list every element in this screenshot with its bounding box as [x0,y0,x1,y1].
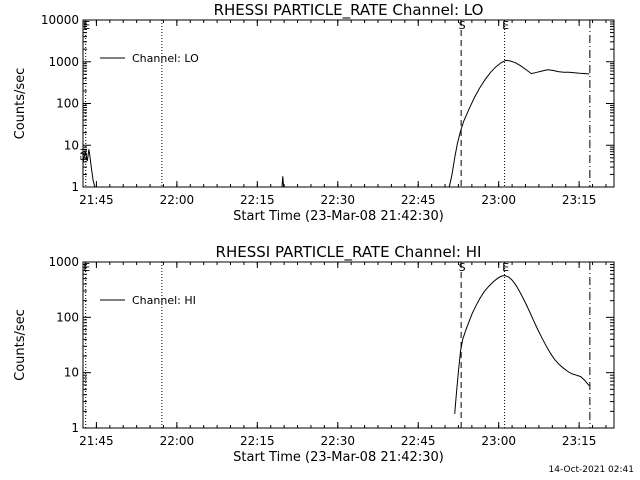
x-tick-label: 23:00 [481,193,516,207]
event-marker-label: S [459,19,466,32]
x-tick-label: 21:45 [79,434,114,448]
y-axis-label: Counts/sec [13,68,28,140]
timestamp: 14-Oct-2021 02:41 [548,465,634,475]
series-line [281,176,285,187]
x-axis-label: Start Time (23-Mar-08 21:42:30) [233,450,444,465]
x-axis-label: Start Time (23-Mar-08 21:42:30) [233,209,444,224]
y-tick-label: 1 [71,180,79,194]
y-tick-label: 1000 [48,255,79,269]
x-tick-label: 23:00 [481,434,516,448]
y-tick-label: 10 [64,366,79,380]
y-tick-label: 1000 [48,55,79,69]
plot-frame [82,261,615,429]
x-tick-label: 22:00 [160,434,195,448]
x-tick-label: 21:45 [79,193,114,207]
y-tick-label: 10 [64,138,79,152]
y-tick-label: 100 [56,310,79,324]
chart-title: RHESSI PARTICLE_RATE Channel: HI [216,243,482,262]
x-tick-label: 23:15 [562,434,597,448]
event-marker-label: E [502,19,509,32]
series-line [83,149,96,187]
legend-label: Channel: HI [132,294,196,307]
series-line [448,59,590,187]
plot-frame [82,19,615,188]
x-tick-label: 22:45 [401,193,436,207]
legend-label: Channel: LO [132,52,199,65]
event-marker-label: S [459,261,466,274]
chart-title: RHESSI PARTICLE_RATE Channel: LO [214,1,484,20]
y-axis-label: Counts/sec [13,309,28,381]
event-marker-label: E [502,261,509,274]
y-tick-label: 1 [71,421,79,435]
x-tick-label: 22:30 [320,434,355,448]
x-tick-label: 22:00 [160,193,195,207]
y-tick-label: 10000 [41,13,79,27]
x-tick-label: 23:15 [562,193,597,207]
x-tick-label: 22:30 [320,193,355,207]
event-marker-label: E [83,19,90,32]
series-line [454,274,590,414]
series-group [454,274,590,414]
event-marker-label: E [83,261,90,274]
chart-panel-hi: RHESSI PARTICLE_RATE Channel: HI 21:45 22:… [13,243,615,465]
y-tick-label: 100 [56,97,79,111]
x-tick-label: 22:15 [240,193,275,207]
series-group [83,59,590,187]
chart-panel-lo: RHESSI PARTICLE_RATE Channel: LO 21:45 22:… [13,1,615,224]
x-tick-label: 22:15 [240,434,275,448]
x-tick-label: 22:45 [401,434,436,448]
